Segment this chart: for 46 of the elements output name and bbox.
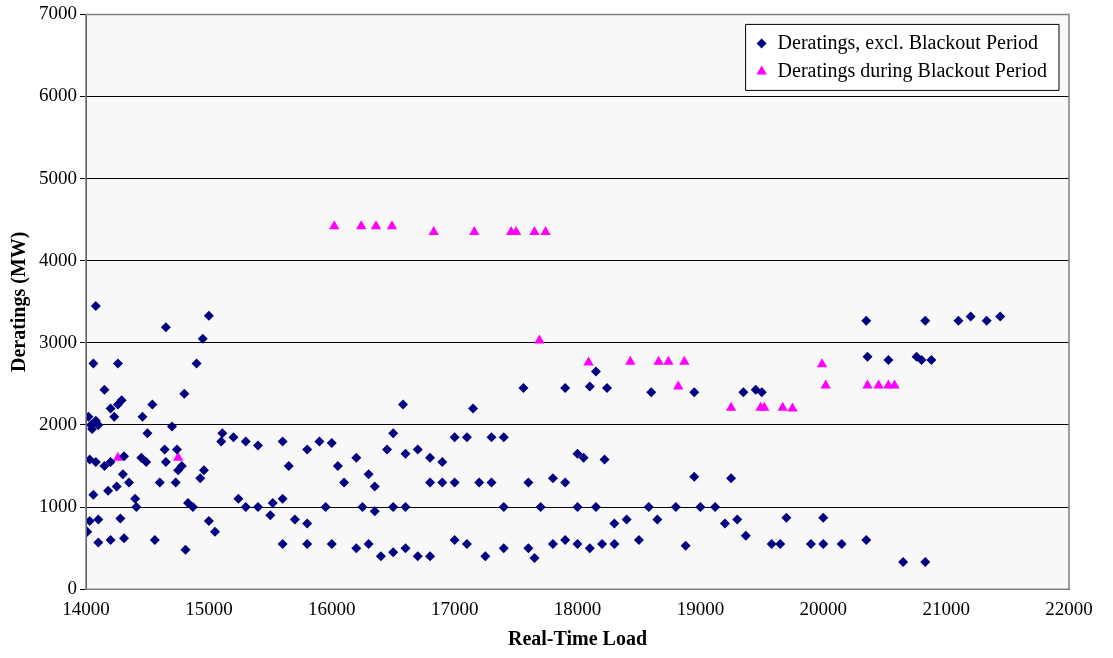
point xyxy=(653,355,664,365)
point xyxy=(428,226,439,235)
x-tick-label: 15000 xyxy=(185,597,233,619)
x-tick-label: 20000 xyxy=(799,597,847,619)
x-tick-label: 16000 xyxy=(308,597,356,619)
point xyxy=(873,379,884,389)
legend-label: Deratings, excl. Blackout Period xyxy=(777,30,1039,54)
point xyxy=(540,226,551,235)
point xyxy=(820,379,831,389)
x-tick-label: 18000 xyxy=(553,597,602,619)
x-tick-label: 17000 xyxy=(430,597,479,619)
x-tick-label: 19000 xyxy=(676,597,725,619)
point xyxy=(759,401,770,411)
point xyxy=(889,379,900,389)
point xyxy=(529,226,540,235)
point xyxy=(679,355,690,365)
y-tick-label: 1000 xyxy=(39,495,77,517)
point xyxy=(663,355,674,365)
point xyxy=(329,220,340,230)
point xyxy=(469,226,480,235)
point xyxy=(862,379,873,389)
x-tick-label: 14000 xyxy=(62,597,110,619)
y-tick-label: 3000 xyxy=(39,330,77,352)
x-axis-title: Real-Time Load xyxy=(507,627,648,650)
point xyxy=(386,220,398,230)
y-tick-label: 0 xyxy=(67,577,77,599)
y-axis-title: Deratings (MW) xyxy=(7,231,31,373)
y-tick-label: 2000 xyxy=(39,412,77,434)
point xyxy=(370,220,382,230)
point xyxy=(534,334,545,344)
point xyxy=(816,358,828,368)
y-tick-label: 5000 xyxy=(39,166,77,188)
point xyxy=(172,451,184,461)
point xyxy=(583,356,594,366)
point xyxy=(112,451,124,461)
y-tick-label: 7000 xyxy=(39,2,77,24)
point xyxy=(777,401,788,411)
point xyxy=(356,220,367,230)
legend-label: Deratings during Blackout Period xyxy=(777,58,1048,82)
y-tick-label: 6000 xyxy=(39,84,77,106)
point xyxy=(725,401,737,411)
y-tick-label: 4000 xyxy=(39,248,77,270)
x-tick-label: 21000 xyxy=(922,597,970,619)
point xyxy=(625,355,636,365)
x-tick-label: 22000 xyxy=(1045,597,1093,619)
point xyxy=(787,402,798,412)
